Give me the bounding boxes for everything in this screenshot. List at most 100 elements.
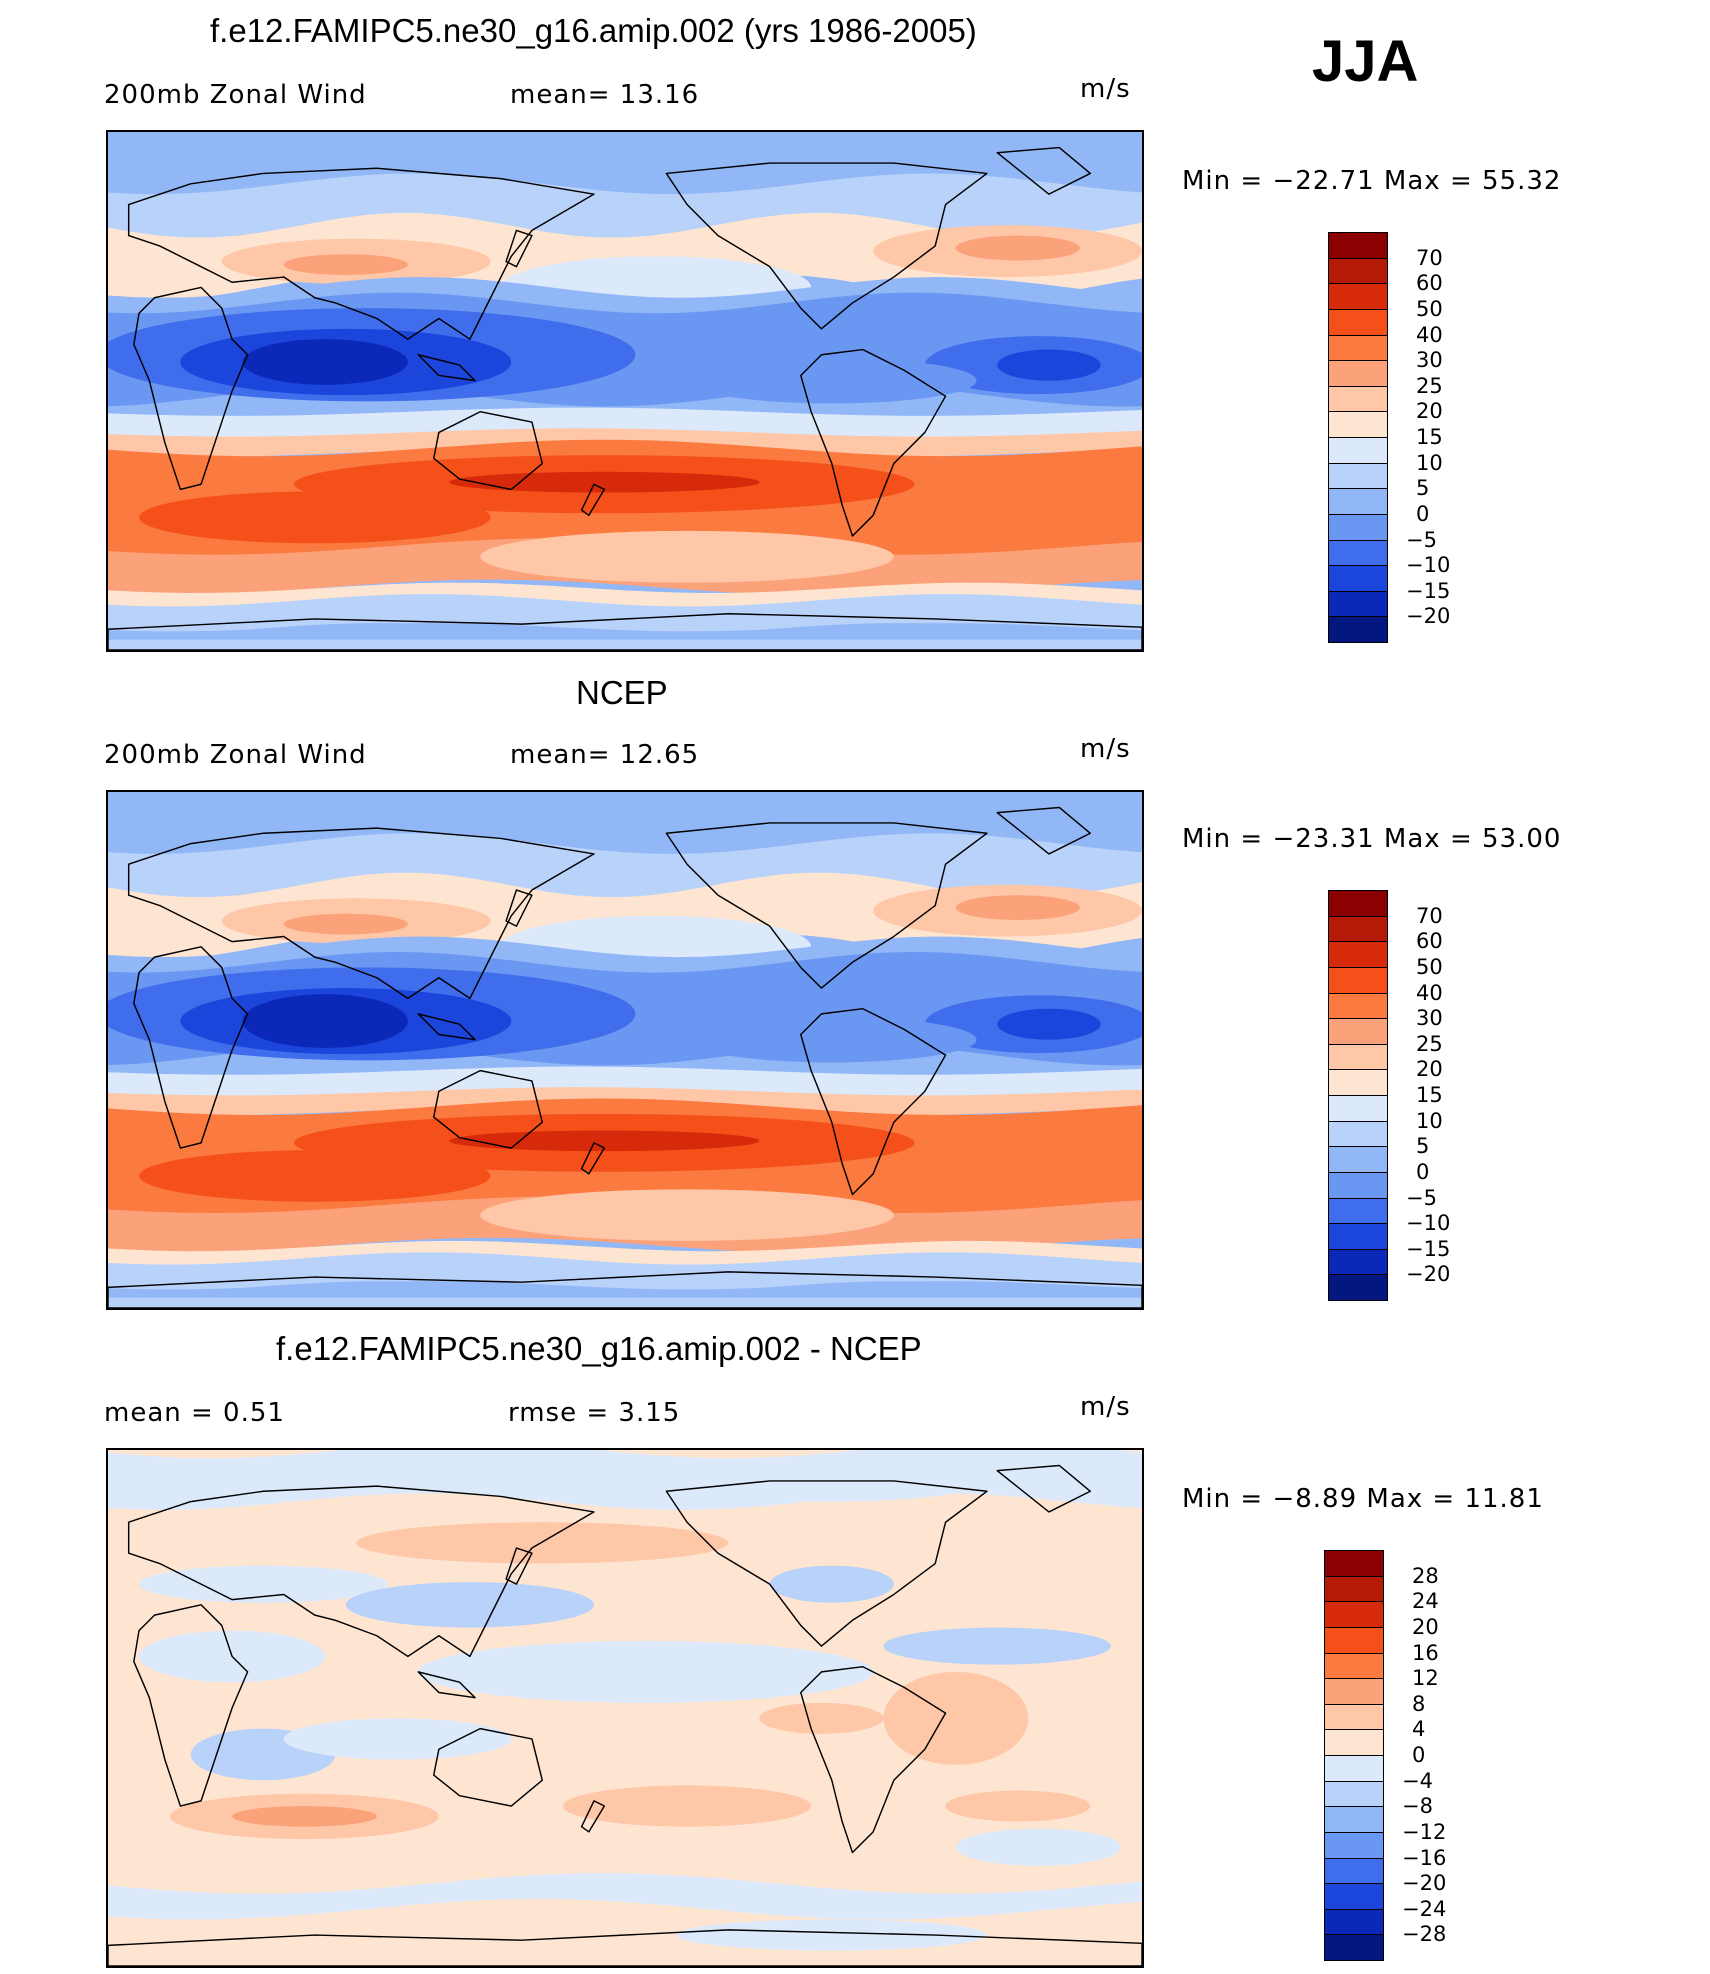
colorbar-swatch (1324, 1652, 1384, 1680)
colorbar-swatch (1328, 1248, 1388, 1276)
panel-1-left-label: 200mb Zonal Wind (104, 80, 367, 110)
colorbar-label: 40 (1416, 322, 1443, 347)
panel-1-colorbar: 70 60 50 40 30 25 20 15 10 5 0 −5 −10 −15 −20 (1328, 232, 1451, 643)
coastline (417, 1013, 476, 1041)
colorbar-label: 40 (1416, 980, 1443, 1005)
panel-2-contour-map (108, 792, 1142, 1308)
colorbar-swatch (1328, 360, 1388, 387)
coastline (580, 483, 606, 517)
coastline (665, 162, 988, 330)
coastline (505, 229, 533, 268)
colorbar-label: 20 (1416, 1057, 1443, 1082)
contour-band (108, 594, 1142, 636)
colorbar-label: −5 (1406, 527, 1437, 552)
contour-band (108, 1252, 1142, 1294)
colorbar-label: 70 (1416, 903, 1443, 928)
coastline (996, 1464, 1092, 1513)
colorbar-swatch (1324, 1678, 1384, 1705)
contour-blob (883, 1627, 1111, 1665)
colorbar-label: −8 (1402, 1794, 1433, 1819)
colorbar-label: 12 (1412, 1666, 1439, 1691)
colorbar-label: 30 (1416, 348, 1443, 373)
coastline (127, 167, 595, 340)
colorbar-label: 16 (1412, 1640, 1439, 1665)
contour-blob (283, 1718, 512, 1760)
colorbar-swatch (1328, 334, 1388, 362)
contour-blob (997, 349, 1101, 381)
contour-band (108, 213, 1142, 300)
contour-blob (283, 254, 408, 275)
coastline (127, 1485, 595, 1658)
panel-3-map (106, 1448, 1144, 1968)
colorbar-swatch (1324, 1831, 1384, 1859)
coastline (996, 806, 1092, 855)
colorbar-swatch (1328, 283, 1388, 310)
coastline (133, 286, 249, 491)
colorbar-swatch (1324, 1626, 1384, 1654)
colorbar-swatch (1328, 232, 1388, 259)
coastline (432, 410, 544, 491)
colorbar-swatch (1328, 488, 1388, 515)
colorbar-swatch (1328, 1018, 1388, 1045)
panel-3-colorbar: 28 24 20 16 12 8 4 0 −4 −8 −12 −16 −20 −24 −28 (1324, 1550, 1446, 1961)
colorbar-swatch (1328, 1274, 1388, 1301)
colorbar-swatch (1324, 1550, 1384, 1577)
colorbar-swatch (1324, 1780, 1384, 1808)
panel-1-minmax: Min = −22.71 Max = 55.32 (1182, 166, 1562, 196)
contour-blob (759, 1702, 884, 1734)
panel-1-title: f.e12.FAMIPC5.ne30_g16.amip.002 (yrs 198… (210, 12, 977, 49)
colorbar-swatch (1328, 1069, 1388, 1096)
contour-blob (676, 1919, 987, 1951)
coastline (800, 1007, 947, 1196)
contour-blob (687, 357, 977, 404)
panel-3-contour-map (108, 1450, 1142, 1966)
colorbar-swatch (1328, 992, 1388, 1020)
contour-blob (242, 339, 408, 385)
contour-blob (356, 1522, 729, 1564)
colorbar-label: −4 (1402, 1768, 1433, 1793)
colorbar-swatch (1328, 385, 1388, 413)
panel-2-center-label: mean= 12.65 (510, 740, 700, 770)
panel-1-contour-map (108, 132, 1142, 650)
colorbar-swatch (1328, 411, 1388, 438)
contour-band (108, 173, 1142, 246)
coastline (800, 348, 947, 537)
panel-2-title: NCEP (576, 674, 668, 711)
colorbar-swatch (1324, 1729, 1384, 1756)
colorbar-label: 0 (1416, 1159, 1430, 1184)
coastline (432, 1069, 544, 1149)
colorbar-swatch (1324, 1755, 1384, 1782)
colorbar-label: −10 (1406, 553, 1451, 578)
colorbar-swatch (1328, 1043, 1388, 1071)
contour-blob (283, 913, 408, 935)
coastline (108, 1271, 1142, 1308)
colorbar-swatch (1324, 1934, 1384, 1961)
colorbar-label: 28 (1412, 1563, 1439, 1588)
contour-band (108, 833, 1142, 906)
coastline (417, 1671, 476, 1699)
coastline (996, 146, 1092, 195)
colorbar-label: −20 (1406, 1262, 1451, 1287)
colorbar-label: 60 (1416, 929, 1443, 954)
contour-band (108, 639, 1142, 650)
colorbar-label: 5 (1416, 1134, 1430, 1159)
panel-3-minmax: Min = −8.89 Max = 11.81 (1182, 1484, 1544, 1514)
colorbar-swatch (1328, 1120, 1388, 1148)
panel-2-units: m/s (1080, 734, 1131, 764)
coastline (133, 946, 249, 1149)
colorbar-label: 25 (1416, 373, 1443, 398)
contour-blob (687, 1016, 977, 1063)
contour-blob (242, 994, 408, 1048)
colorbar-label: 50 (1416, 954, 1443, 979)
contour-blob (955, 235, 1080, 261)
season-label: JJA (1312, 29, 1419, 94)
panel-2-minmax: Min = −23.31 Max = 53.00 (1182, 824, 1562, 854)
coastline (800, 1665, 947, 1854)
contour-blob (769, 1565, 894, 1603)
contour-blob (997, 1008, 1101, 1040)
colorbar-label: −15 (1406, 578, 1451, 603)
panel-3-title: f.e12.FAMIPC5.ne30_g16.amip.002 - NCEP (276, 1330, 922, 1367)
colorbar-label: 60 (1416, 271, 1443, 296)
colorbar-label: 10 (1416, 450, 1443, 475)
contour-blob (562, 1785, 812, 1827)
